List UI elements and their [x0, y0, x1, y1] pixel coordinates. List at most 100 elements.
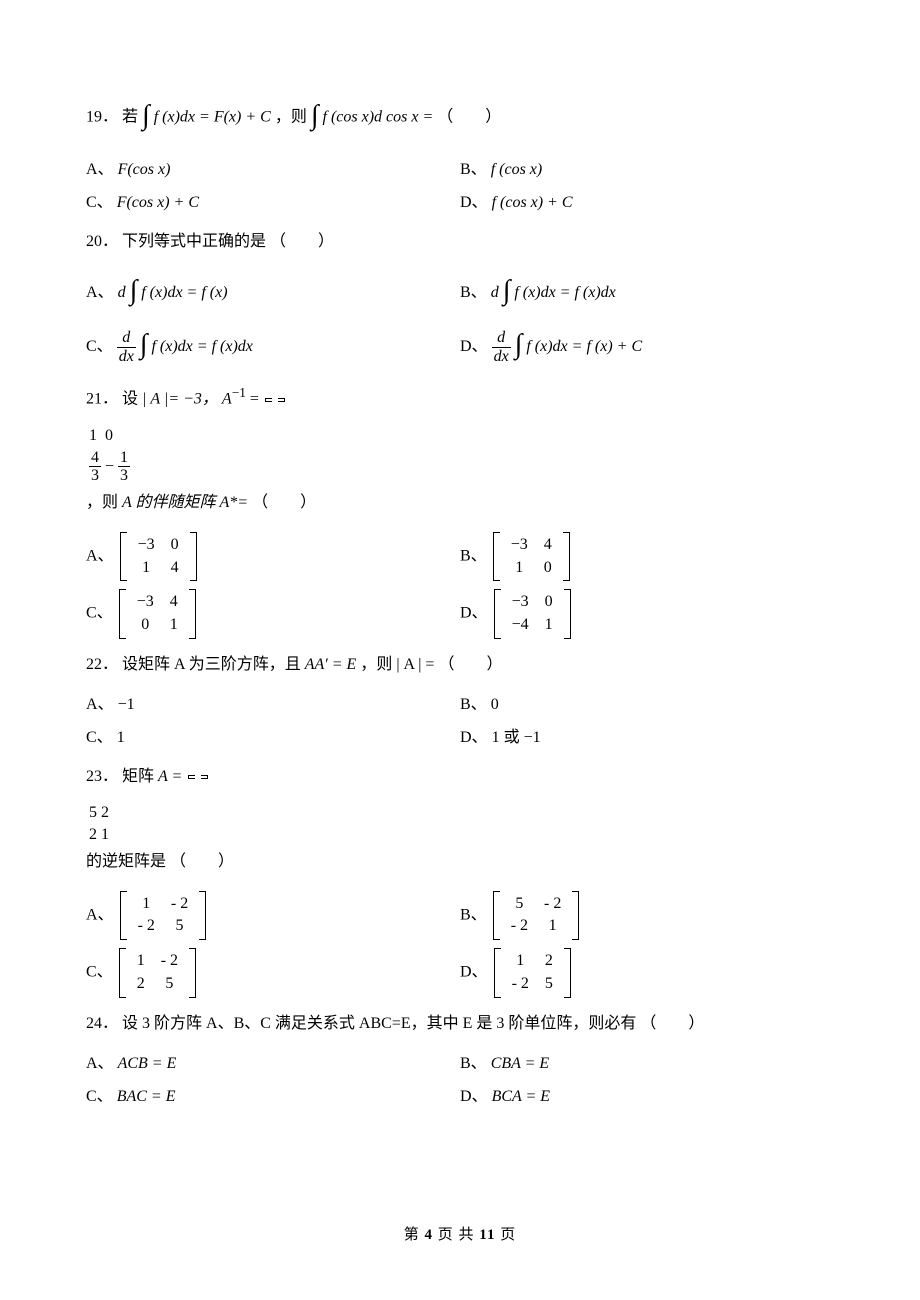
frac-den: dx: [492, 348, 511, 366]
q24-number: 24．: [86, 1015, 118, 1032]
q19-opt-a: A、 F(cos x): [86, 154, 460, 187]
mcell: 4: [163, 557, 187, 580]
q24-d: BCA = E: [492, 1088, 551, 1105]
q22-c: 1: [117, 729, 125, 746]
answer-blank: （ ）: [438, 656, 502, 673]
q24-opt-d: D、 BCA = E: [460, 1081, 834, 1114]
opt-label: C、: [86, 964, 113, 981]
mcell: −3: [504, 591, 537, 614]
opt-label: C、: [86, 605, 113, 622]
q22-b: 0: [491, 696, 499, 713]
q19-a-text: F(cos x): [118, 161, 171, 178]
q19-b-text: f (cos x): [491, 161, 543, 178]
q22-opt-d: D、 1 或 −1: [460, 722, 834, 755]
q21-sup: −1: [232, 385, 246, 400]
q20-c-m: f (x)dx: [151, 338, 192, 355]
opt-label: D、: [460, 729, 488, 746]
opt-label: B、: [460, 161, 487, 178]
q21-opt-b: B、 −34 10: [460, 528, 834, 586]
q21-opt-c: C、 −34 01: [86, 585, 460, 643]
q19-opt-c: C、 F(cos x) + C: [86, 187, 460, 220]
q21-stem: 21． 设 | A |= −3， A−1 =: [86, 380, 834, 415]
mcell: 1: [130, 893, 163, 916]
mcell: 0: [537, 591, 561, 614]
q19-eq1r: = F(x) + C: [199, 109, 271, 126]
q22-eq1: AA′ = E: [305, 656, 357, 673]
q19-eq2l: f (cos x)d cos x: [323, 109, 419, 126]
q20-a-l: d: [118, 283, 126, 300]
opt-label: D、: [460, 338, 488, 355]
frac-num: 4: [89, 449, 101, 468]
matrix: −30 −41: [494, 589, 571, 639]
answer-blank: （ ）: [437, 109, 501, 126]
q23-opt-b: B、 5- 2 - 21: [460, 887, 834, 945]
mcell: −4: [504, 614, 537, 637]
mcell: 5: [88, 803, 98, 823]
mcell: 4: [536, 534, 560, 557]
opt-label: C、: [86, 338, 113, 355]
fraction: d dx: [117, 329, 136, 365]
mcell: 1: [503, 557, 536, 580]
q20-opt-c: C、 d dx ∫ f (x)dx = f (x)dx: [86, 320, 460, 374]
q22-options: A、 −1 B、 0 C、 1 D、 1 或 −1: [86, 689, 834, 755]
q23-s3: 的逆矩阵是: [86, 853, 166, 870]
mcell: 2: [129, 973, 153, 996]
opt-label: B、: [460, 906, 487, 923]
opt-label: B、: [460, 1055, 487, 1072]
frac-den: 3: [89, 467, 101, 485]
q21-s1: 设: [122, 391, 138, 408]
mcell: 4 3: [88, 448, 102, 486]
q19-options: A、 F(cos x) B、 f (cos x) C、 F(cos x) + C…: [86, 154, 834, 220]
opt-label: D、: [460, 964, 488, 981]
q19-d-text: f (cos x) + C: [492, 194, 573, 211]
q19-opt-b: B、 f (cos x): [460, 154, 834, 187]
q22-eq2: | A |: [396, 656, 421, 673]
opt-label: D、: [460, 1088, 488, 1105]
q24-options: A、 ACB = E B、 CBA = E C、 BAC = E D、 BCA …: [86, 1048, 834, 1114]
frac-den: 3: [118, 467, 130, 485]
page-footer: 第 4 页 共 11 页: [86, 1223, 834, 1244]
mcell: - 2: [504, 973, 537, 996]
q21-A: A: [222, 391, 232, 408]
footer-current: 4: [425, 1227, 434, 1243]
mcell: 1: [536, 915, 569, 938]
matrix: −34 10: [493, 532, 570, 582]
q22-opt-b: B、 0: [460, 689, 834, 722]
mcell: 1: [537, 614, 561, 637]
mcell: − 1 3: [104, 448, 131, 486]
q20-stem: 20． 下列等式中正确的是 （ ）: [86, 226, 834, 258]
frac-num: d: [492, 329, 511, 348]
q23-stem: 23． 矩阵 A =: [86, 761, 834, 793]
q19-stem: 19． 若 ∫ f (x)dx = F(x) + C ，则 ∫ f (cos x…: [86, 90, 834, 146]
neg-sign: −: [105, 457, 114, 474]
mcell: - 2: [503, 915, 536, 938]
matrix: 1- 2 25: [119, 948, 196, 998]
opt-label: D、: [460, 194, 488, 211]
answer-blank: （ ）: [252, 494, 316, 511]
q21-number: 21．: [86, 391, 118, 408]
q19-eq1l: f (x)dx: [154, 109, 195, 126]
q20-opt-d: D、 d dx ∫ f (x)dx = f (x) + C: [460, 320, 834, 374]
question-24: 24． 设 3 阶方阵 A、B、C 满足关系式 ABC=E，其中 E 是 3 阶…: [86, 1008, 834, 1114]
mcell: −3: [503, 534, 536, 557]
question-20: 20． 下列等式中正确的是 （ ） A、 d ∫ f (x)dx = f (x)…: [86, 226, 834, 375]
q24-b: CBA = E: [491, 1055, 550, 1072]
q24-c: BAC = E: [117, 1088, 176, 1105]
q20-opt-b: B、 d ∫ f (x)dx = f (x)dx: [460, 266, 834, 320]
mcell: 0: [104, 426, 131, 446]
q23-s2: A =: [158, 768, 182, 785]
fraction: d dx: [492, 329, 511, 365]
q24-stem-text: 设 3 阶方阵 A、B、C 满足关系式 ABC=E，其中 E 是 3 阶单位阵，…: [122, 1015, 636, 1032]
mcell: 5: [153, 973, 186, 996]
q21-det: | A |= −3，: [142, 391, 218, 408]
q22-number: 22．: [86, 656, 118, 673]
mcell: 4: [162, 591, 186, 614]
answer-blank: （ ）: [270, 233, 334, 250]
q19-s2: ，则: [275, 109, 307, 126]
frac-num: d: [117, 329, 136, 348]
integral-icon: ∫: [311, 88, 319, 144]
q24-opt-c: C、 BAC = E: [86, 1081, 460, 1114]
mcell: 1: [88, 426, 102, 446]
mcell: 1: [129, 950, 153, 973]
mcell: 5: [163, 915, 196, 938]
